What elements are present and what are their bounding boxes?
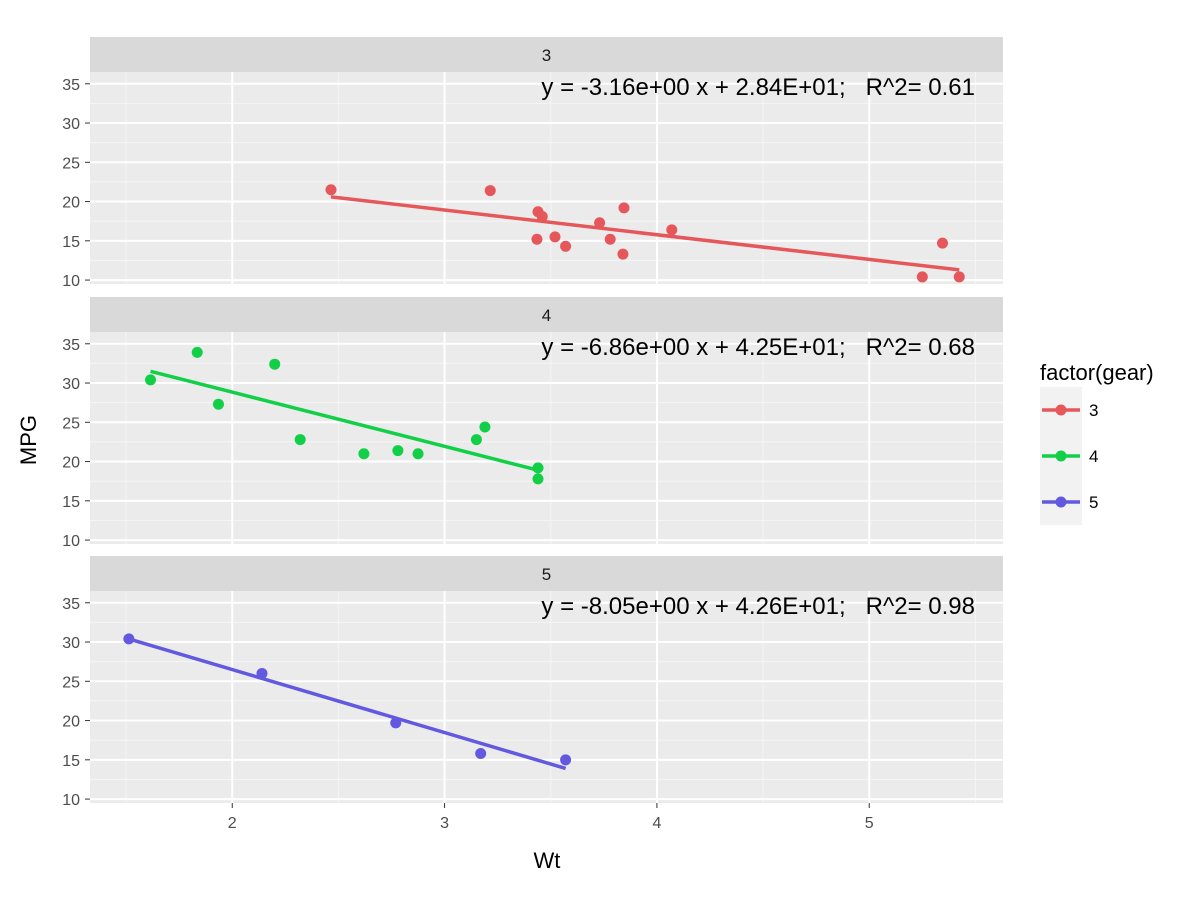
legend: factor(gear) 3 4 5 <box>1040 360 1154 525</box>
data-point <box>594 217 606 229</box>
facet-strip-label: 4 <box>542 306 551 325</box>
data-point <box>123 633 135 645</box>
x-tick-label: 4 <box>652 815 661 832</box>
data-point <box>484 185 496 197</box>
data-point <box>475 748 487 760</box>
y-tick-label: 10 <box>62 792 80 809</box>
data-point <box>191 346 203 358</box>
data-point <box>325 184 337 196</box>
data-point <box>532 462 544 474</box>
y-tick-label: 10 <box>62 273 80 290</box>
facet-panel-3: 3 10 15 20 25 30 35 y = -3.16e+00 x + 2.84E+01;… <box>62 37 1003 290</box>
facet-strip <box>90 297 1003 332</box>
data-point <box>531 233 543 245</box>
data-point <box>536 210 548 222</box>
fit-line-3 <box>330 195 960 272</box>
data-point <box>212 398 224 410</box>
data-point <box>666 224 678 236</box>
data-point <box>560 240 572 252</box>
facet-strip <box>90 37 1003 72</box>
facet-panel-4: 4 10 15 20 25 30 35 y = -6.86e+00 x + 4.25E+01;… <box>62 297 1003 550</box>
data-point <box>392 445 404 457</box>
y-tick-label: 25 <box>62 415 80 432</box>
x-tick-label: 2 <box>228 815 237 832</box>
data-point <box>936 237 948 249</box>
data-point <box>412 448 424 460</box>
x-tick-label: 5 <box>865 815 874 832</box>
y-tick-label: 15 <box>62 753 80 770</box>
data-point <box>390 717 402 729</box>
regression-equation: y = -8.05e+00 x + 4.26E+01; R^2= 0.98 <box>541 593 975 620</box>
data-point <box>532 473 544 485</box>
y-tick-label: 20 <box>62 455 80 472</box>
regression-equation: y = -6.86e+00 x + 4.25E+01; R^2= 0.68 <box>541 334 975 361</box>
y-tick-label: 30 <box>62 116 80 133</box>
y-tick-label: 15 <box>62 494 80 511</box>
x-axis: 2 3 4 5 <box>228 803 874 832</box>
data-point <box>269 358 281 370</box>
panel-background <box>90 591 1003 803</box>
data-point <box>560 754 572 766</box>
legend-entry-3: 3 <box>1040 387 1098 433</box>
data-point <box>358 448 370 460</box>
data-point <box>953 271 965 283</box>
y-tick-label: 15 <box>62 234 80 251</box>
data-point <box>479 421 491 433</box>
legend-key-point <box>1055 404 1067 416</box>
data-point <box>618 202 630 214</box>
y-tick-label: 20 <box>62 195 80 212</box>
data-point <box>916 271 928 283</box>
y-tick-label: 35 <box>62 337 80 354</box>
y-tick-label: 35 <box>62 77 80 94</box>
panel-background <box>90 332 1003 544</box>
facet-panel-5: 5 10 15 20 25 30 35 y = -8.05e+00 x + 4.26E+01;… <box>62 556 1003 809</box>
legend-entry-5: 5 <box>1040 479 1098 525</box>
data-point <box>256 667 268 679</box>
data-point <box>617 248 629 260</box>
data-point <box>549 231 561 243</box>
legend-label: 5 <box>1089 493 1098 512</box>
y-tick-label: 30 <box>62 635 80 652</box>
legend-key-point <box>1055 496 1067 508</box>
data-point <box>145 374 157 386</box>
data-point <box>294 434 306 446</box>
y-tick-label: 25 <box>62 674 80 691</box>
legend-entry-4: 4 <box>1040 433 1098 479</box>
legend-title: factor(gear) <box>1040 360 1154 385</box>
legend-key-point <box>1055 450 1067 462</box>
y-tick-label: 25 <box>62 155 80 172</box>
y-tick-label: 35 <box>62 596 80 613</box>
fit-line-4 <box>150 369 539 472</box>
x-axis-title: Wt <box>534 848 561 873</box>
facet-strip <box>90 556 1003 591</box>
y-tick-label: 10 <box>62 533 80 550</box>
regression-equation: y = -3.16e+00 x + 2.84E+01; R^2= 0.61 <box>541 74 975 101</box>
data-point <box>470 434 482 446</box>
fit-line-5 <box>128 637 567 771</box>
facet-strip-label: 5 <box>542 565 551 584</box>
y-tick-label: 20 <box>62 714 80 731</box>
legend-label: 4 <box>1089 447 1098 466</box>
y-axis-title: MPG <box>16 415 41 465</box>
panel-background <box>90 72 1003 284</box>
y-tick-label: 30 <box>62 376 80 393</box>
x-tick-label: 3 <box>440 815 449 832</box>
legend-label: 3 <box>1089 401 1098 420</box>
data-point <box>604 233 616 245</box>
facet-strip-label: 3 <box>542 46 551 65</box>
